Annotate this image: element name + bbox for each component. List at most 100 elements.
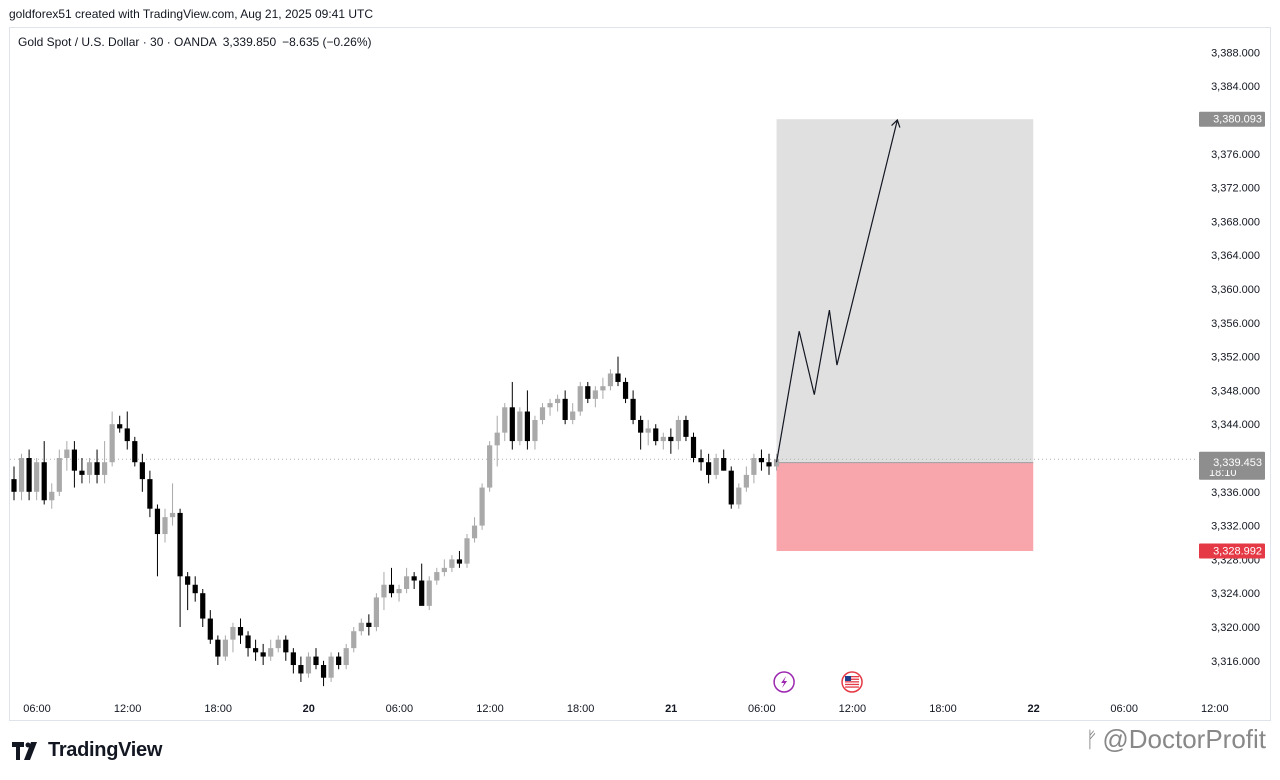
- candle-body[interactable]: [426, 580, 432, 606]
- candle-body[interactable]: [434, 572, 440, 581]
- candle-body[interactable]: [683, 419, 689, 437]
- candle-body[interactable]: [441, 567, 447, 573]
- candle-body[interactable]: [570, 411, 576, 420]
- candle-body[interactable]: [147, 479, 153, 509]
- candle-body[interactable]: [94, 462, 100, 475]
- candle-body[interactable]: [192, 584, 198, 594]
- candle-body[interactable]: [645, 428, 651, 433]
- candle-body[interactable]: [464, 538, 470, 564]
- candle-body[interactable]: [615, 373, 621, 382]
- candle-body[interactable]: [351, 631, 357, 649]
- candle-body[interactable]: [366, 622, 372, 627]
- candle-body[interactable]: [245, 635, 251, 649]
- candle-body[interactable]: [577, 386, 583, 412]
- candle-body[interactable]: [320, 665, 327, 678]
- candle-body[interactable]: [690, 436, 697, 458]
- candle-body[interactable]: [373, 597, 379, 627]
- candle-body[interactable]: [177, 512, 183, 577]
- candle-body[interactable]: [698, 458, 704, 463]
- candle-body[interactable]: [487, 445, 493, 488]
- candle-body[interactable]: [456, 559, 463, 564]
- candle-body[interactable]: [41, 462, 47, 501]
- candle-body[interactable]: [139, 462, 145, 480]
- candle-body[interactable]: [283, 639, 289, 653]
- candle-body[interactable]: [509, 407, 515, 442]
- candle-body[interactable]: [253, 648, 259, 653]
- candle-body[interactable]: [622, 381, 629, 399]
- candle-body[interactable]: [668, 436, 674, 442]
- candle-body[interactable]: [555, 398, 561, 404]
- candle-body[interactable]: [758, 458, 765, 463]
- candle-body[interactable]: [86, 462, 93, 475]
- candle-body[interactable]: [396, 588, 402, 594]
- candle-body[interactable]: [154, 508, 161, 535]
- candle-body[interactable]: [736, 487, 742, 505]
- candle-body[interactable]: [404, 576, 410, 589]
- candle-body[interactable]: [328, 656, 334, 678]
- candle-body[interactable]: [773, 459, 780, 467]
- candle-body[interactable]: [313, 656, 319, 666]
- candle-body[interactable]: [766, 462, 772, 467]
- candle-body[interactable]: [449, 559, 455, 568]
- candle-body[interactable]: [230, 627, 236, 640]
- candle-body[interactable]: [185, 576, 191, 585]
- candle-body[interactable]: [49, 491, 55, 501]
- candle-body[interactable]: [592, 390, 598, 399]
- candle-body[interactable]: [607, 373, 614, 387]
- candle-body[interactable]: [494, 432, 500, 446]
- candle-body[interactable]: [290, 652, 296, 666]
- candle-body[interactable]: [64, 449, 70, 458]
- candle-body[interactable]: [532, 419, 538, 442]
- candle-body[interactable]: [343, 648, 349, 666]
- candle-body[interactable]: [539, 407, 546, 420]
- candle-body[interactable]: [751, 458, 757, 475]
- candle-body[interactable]: [358, 622, 364, 632]
- candle-body[interactable]: [79, 470, 85, 475]
- candle-body[interactable]: [411, 576, 417, 581]
- candle-body[interactable]: [713, 458, 719, 475]
- candle-body[interactable]: [547, 403, 553, 408]
- candle-body[interactable]: [56, 458, 62, 492]
- candle-body[interactable]: [517, 411, 523, 442]
- candle-body[interactable]: [222, 639, 228, 657]
- candle-body[interactable]: [653, 428, 659, 442]
- candle-body[interactable]: [502, 407, 508, 433]
- candle-body[interactable]: [336, 656, 342, 666]
- candle-body[interactable]: [728, 470, 734, 505]
- candle-body[interactable]: [237, 627, 244, 636]
- candle-body[interactable]: [124, 428, 130, 442]
- candle-body[interactable]: [706, 462, 712, 475]
- candle-body[interactable]: [479, 487, 485, 526]
- candle-body[interactable]: [298, 665, 304, 674]
- candle-body[interactable]: [34, 462, 40, 492]
- candle-body[interactable]: [388, 584, 395, 594]
- candle-body[interactable]: [585, 386, 591, 399]
- candle-body[interactable]: [562, 398, 568, 420]
- candle-body[interactable]: [162, 517, 168, 535]
- candle-body[interactable]: [675, 419, 681, 442]
- candle-body[interactable]: [524, 411, 530, 442]
- candle-body[interactable]: [215, 639, 221, 657]
- candle-body[interactable]: [260, 652, 266, 657]
- candle-body[interactable]: [200, 593, 206, 619]
- lightning-icon[interactable]: [773, 671, 795, 693]
- candle-body[interactable]: [109, 424, 115, 463]
- candle-body[interactable]: [169, 512, 176, 518]
- candle-body[interactable]: [660, 436, 666, 442]
- us-flag-icon[interactable]: [841, 671, 863, 693]
- candle-body[interactable]: [630, 398, 636, 420]
- candle-body[interactable]: [638, 419, 644, 433]
- candle-body[interactable]: [11, 479, 17, 492]
- candle-body[interactable]: [268, 648, 274, 657]
- candle-body[interactable]: [71, 449, 77, 471]
- candle-body[interactable]: [419, 580, 425, 606]
- projection-path[interactable]: [775, 119, 898, 463]
- candle-body[interactable]: [743, 474, 749, 488]
- candle-body[interactable]: [275, 639, 281, 649]
- candle-body[interactable]: [18, 458, 25, 492]
- candle-body[interactable]: [305, 656, 312, 674]
- candle-body[interactable]: [471, 525, 478, 539]
- candle-body[interactable]: [102, 462, 108, 475]
- candle-body[interactable]: [207, 618, 213, 640]
